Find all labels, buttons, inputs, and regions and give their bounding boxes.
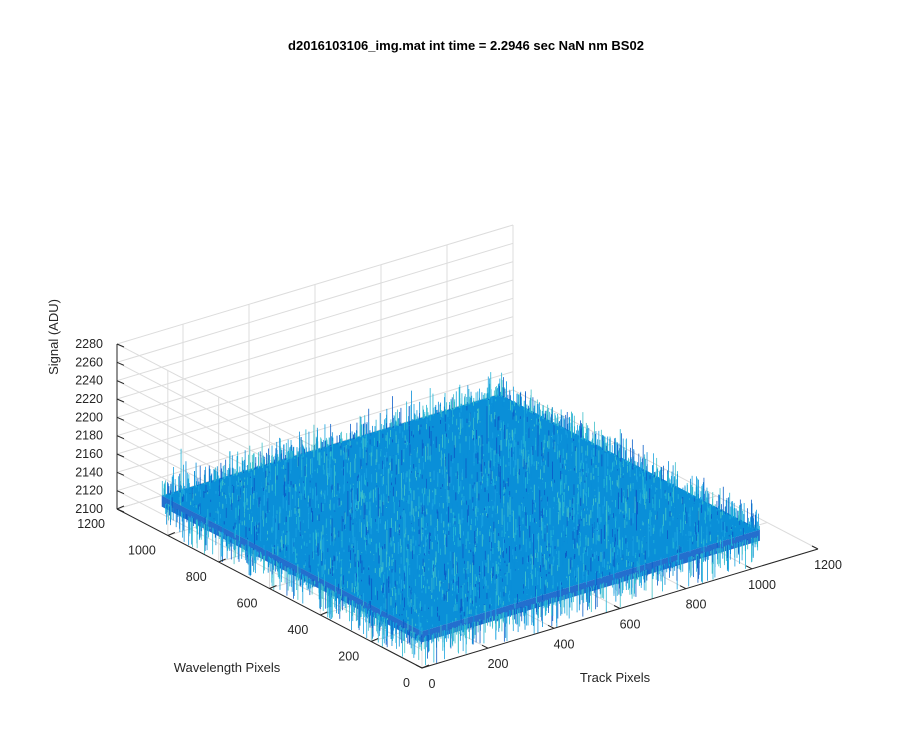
grid-line-z-right: [116, 371, 514, 492]
grid-line-z-right: [116, 297, 514, 418]
grid-line-z-right: [116, 334, 514, 455]
signal-surface: [161, 372, 760, 666]
grid-line-z-right: [116, 279, 514, 400]
grid-line-z-right: [116, 242, 514, 363]
grid-line-z-right: [116, 352, 514, 473]
grid-line-z-right: [116, 316, 514, 437]
grid-line-z-right: [116, 224, 514, 345]
grid-line-z-right: [116, 261, 514, 382]
